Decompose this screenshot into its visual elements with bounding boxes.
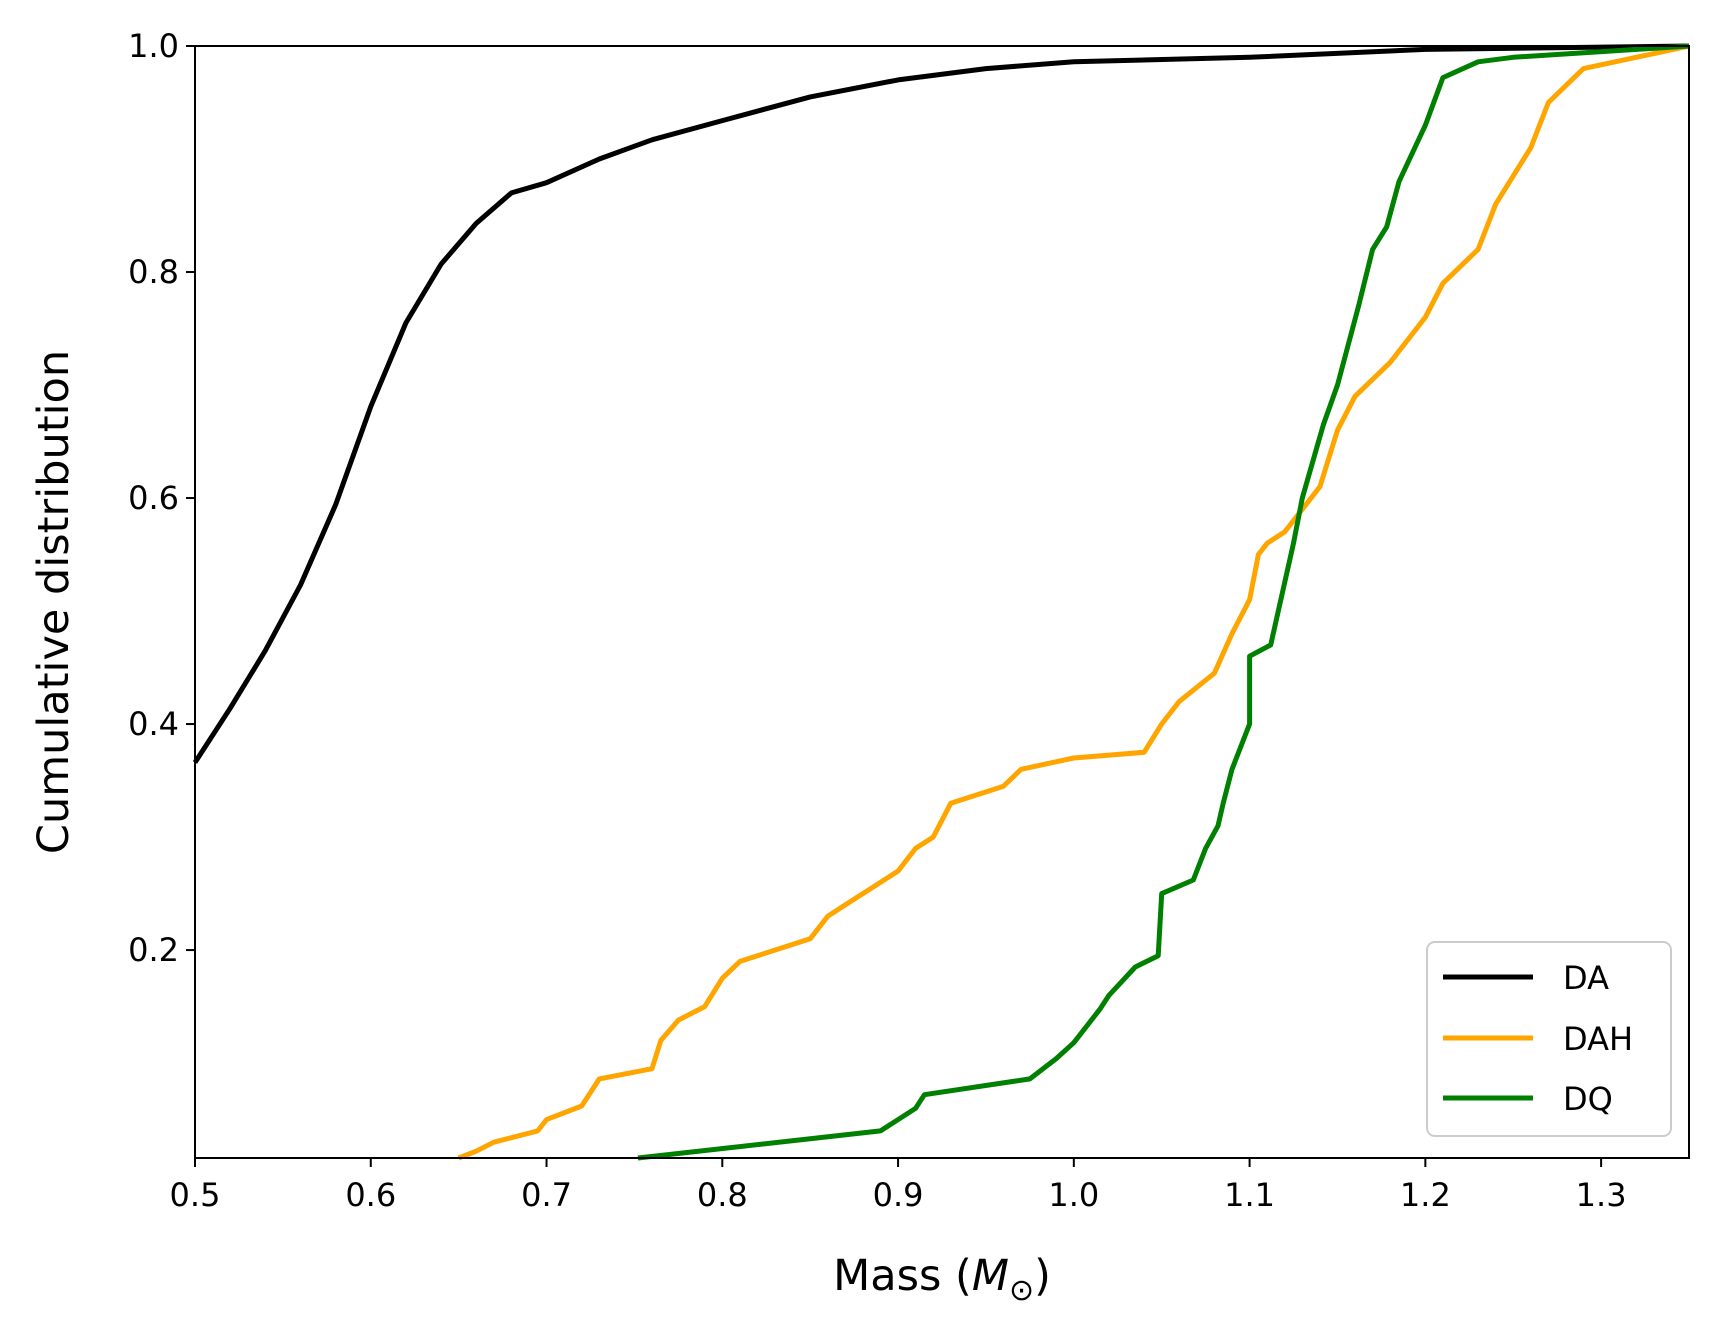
y-tick-label: 1.0: [128, 27, 179, 65]
series-line-dah: [457, 43, 1690, 1161]
x-axis: 0.5 0.6 0.7 0.8 0.9 1.0 1.1 1.2 1.3: [170, 1158, 1627, 1214]
x-tick-label: 0.6: [345, 1176, 396, 1214]
y-tick-label: 0.4: [128, 705, 179, 743]
x-tick-label: 0.7: [521, 1176, 572, 1214]
y-axis-title: Cumulative distribution: [29, 350, 79, 854]
legend-label-dq: DQ: [1563, 1080, 1613, 1118]
legend: DA DAH DQ: [1426, 941, 1672, 1137]
x-tick-label: 1.3: [1576, 1176, 1627, 1214]
plot-frame: [194, 45, 1690, 1159]
x-tick-label: 1.0: [1048, 1176, 1099, 1214]
series-line-dq: [637, 43, 1690, 1161]
legend-box: [1426, 941, 1672, 1137]
x-tick-label: 0.9: [873, 1176, 924, 1214]
x-tick-label: 1.2: [1400, 1176, 1451, 1214]
legend-label-dah: DAH: [1563, 1020, 1633, 1058]
series-line-da: [192, 43, 1690, 764]
legend-label-da: DA: [1563, 959, 1609, 997]
x-tick-label: 1.1: [1224, 1176, 1275, 1214]
x-axis-title: Mass (M⊙): [833, 1251, 1051, 1308]
series-layer: [192, 43, 1690, 1161]
y-tick-label: 0.6: [128, 479, 179, 517]
y-tick-label: 0.8: [128, 253, 179, 291]
y-tick-label: 0.2: [128, 931, 179, 969]
x-tick-label: 0.5: [170, 1176, 221, 1214]
x-tick-label: 0.8: [697, 1176, 748, 1214]
y-axis: 0.2 0.4 0.6 0.8 1.0: [128, 27, 195, 969]
